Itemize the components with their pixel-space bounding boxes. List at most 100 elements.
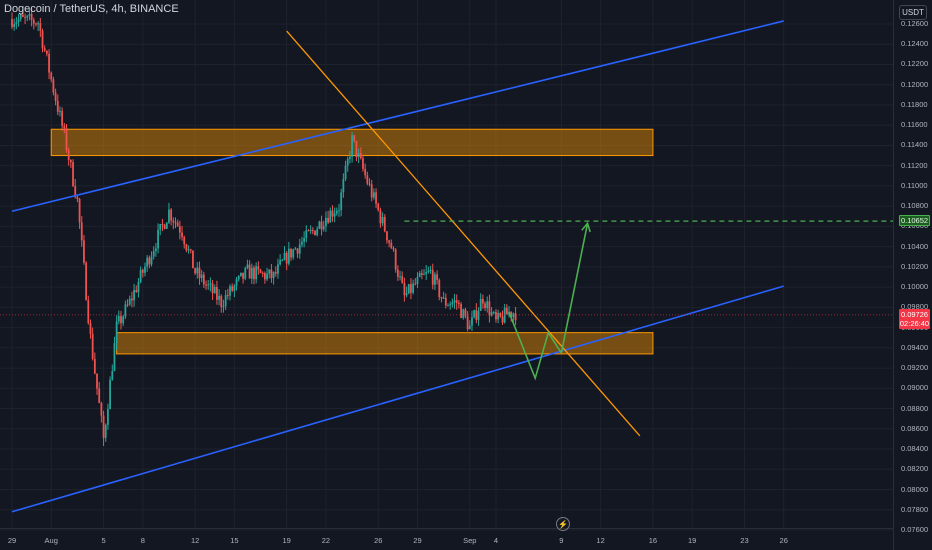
candle-body — [32, 19, 35, 24]
candle-body — [298, 244, 301, 254]
candle-body — [83, 240, 85, 263]
candle-body — [15, 22, 18, 24]
candle-body — [335, 210, 338, 214]
candle-body — [263, 273, 266, 280]
candle-body — [117, 316, 120, 322]
candle-body — [274, 272, 277, 274]
candle-body — [314, 230, 316, 236]
price-tick-label: 0.11800 — [901, 99, 928, 109]
candle-body — [447, 305, 449, 307]
candle-body — [401, 276, 404, 283]
candle-body — [287, 248, 290, 264]
candle-body — [93, 358, 96, 374]
price-tick-label: 0.09000 — [901, 383, 929, 393]
support-resistance-zones — [50, 128, 654, 355]
candle-body — [364, 168, 367, 176]
candle-body — [501, 316, 504, 323]
time-tick-label: 29 — [413, 536, 422, 545]
candle-body — [61, 110, 64, 126]
candle-body — [488, 301, 491, 316]
candle-body — [475, 310, 478, 320]
candle-body — [290, 248, 292, 258]
candle-body — [96, 373, 98, 389]
candle-body — [109, 379, 111, 410]
candle-body — [466, 316, 469, 330]
candle-body — [107, 409, 109, 425]
candle-body — [218, 295, 220, 300]
current-price-tag: 0.09726 02:26:40 — [899, 309, 930, 329]
projection-arrowhead — [581, 221, 591, 233]
price-tick-label: 0.12400 — [901, 39, 929, 49]
candle-body — [39, 23, 42, 31]
candle-body — [24, 16, 26, 18]
candle-body — [418, 273, 421, 278]
candle-body — [283, 252, 286, 260]
candle-body — [128, 298, 131, 305]
candle-body — [416, 277, 419, 285]
candle-body — [383, 216, 386, 232]
candle-body — [272, 272, 275, 279]
symbol-title[interactable]: Dogecoin / TetherUS, 4h, BINANCE — [4, 3, 179, 15]
candle-body — [379, 210, 382, 224]
price-tick-label: 0.10800 — [901, 201, 929, 211]
candle-body — [436, 274, 438, 281]
candle-body — [405, 293, 408, 296]
candle-body — [495, 312, 497, 320]
candle-body — [45, 50, 48, 54]
price-tick-label: 0.07800 — [901, 504, 929, 514]
price-tick-label: 0.12200 — [901, 59, 929, 69]
candle-body — [237, 275, 240, 280]
lightning-icon[interactable]: ⚡ — [556, 517, 570, 531]
time-tick-label: 26 — [374, 536, 383, 545]
candle-body — [431, 269, 434, 285]
candle-body — [292, 249, 295, 258]
candle-body — [48, 53, 50, 73]
candle-body — [63, 125, 66, 129]
currency-button[interactable]: USDT — [899, 5, 927, 20]
candle-body — [30, 14, 33, 20]
candle-body — [229, 286, 231, 296]
candle-body — [481, 298, 484, 304]
candle-body — [366, 175, 369, 184]
candle-body — [137, 282, 140, 292]
candle-body — [59, 110, 61, 112]
candle-body — [122, 316, 125, 324]
time-tick-label: 29 — [7, 536, 17, 545]
candle-body — [505, 307, 508, 315]
candle-body — [157, 229, 159, 249]
candle-body — [333, 213, 336, 217]
candle-body — [165, 222, 168, 229]
axes — [0, 0, 894, 550]
target-price-tag: 0.10652 — [899, 215, 930, 226]
candle-body — [318, 221, 321, 229]
candle-body — [296, 248, 299, 254]
channel-lower-line — [11, 285, 784, 513]
current-price-value: 0.09726 — [900, 310, 929, 319]
candle-body — [207, 284, 210, 286]
candle-body — [100, 402, 103, 416]
candle-body — [362, 158, 364, 169]
candle-body — [196, 267, 199, 274]
projection-path — [508, 223, 589, 381]
candle-body — [270, 269, 273, 279]
price-tick-label: 0.08400 — [901, 444, 929, 454]
candle-body — [205, 284, 207, 286]
candle-body — [135, 290, 138, 292]
candle-body — [244, 268, 247, 279]
candle-body — [131, 298, 133, 301]
time-tick-label: 9 — [559, 536, 564, 545]
candle-body — [338, 210, 340, 212]
bar-countdown: 02:26:40 — [899, 319, 930, 328]
candle-body — [279, 260, 282, 265]
candle-body — [410, 284, 412, 293]
candle-body — [220, 295, 223, 308]
candle-body — [381, 216, 384, 224]
candle-body — [115, 321, 118, 344]
candle-body — [414, 283, 417, 285]
candle-body — [440, 297, 443, 299]
candle-body — [102, 415, 105, 438]
candle-body — [13, 23, 16, 28]
candle-body — [449, 304, 452, 306]
